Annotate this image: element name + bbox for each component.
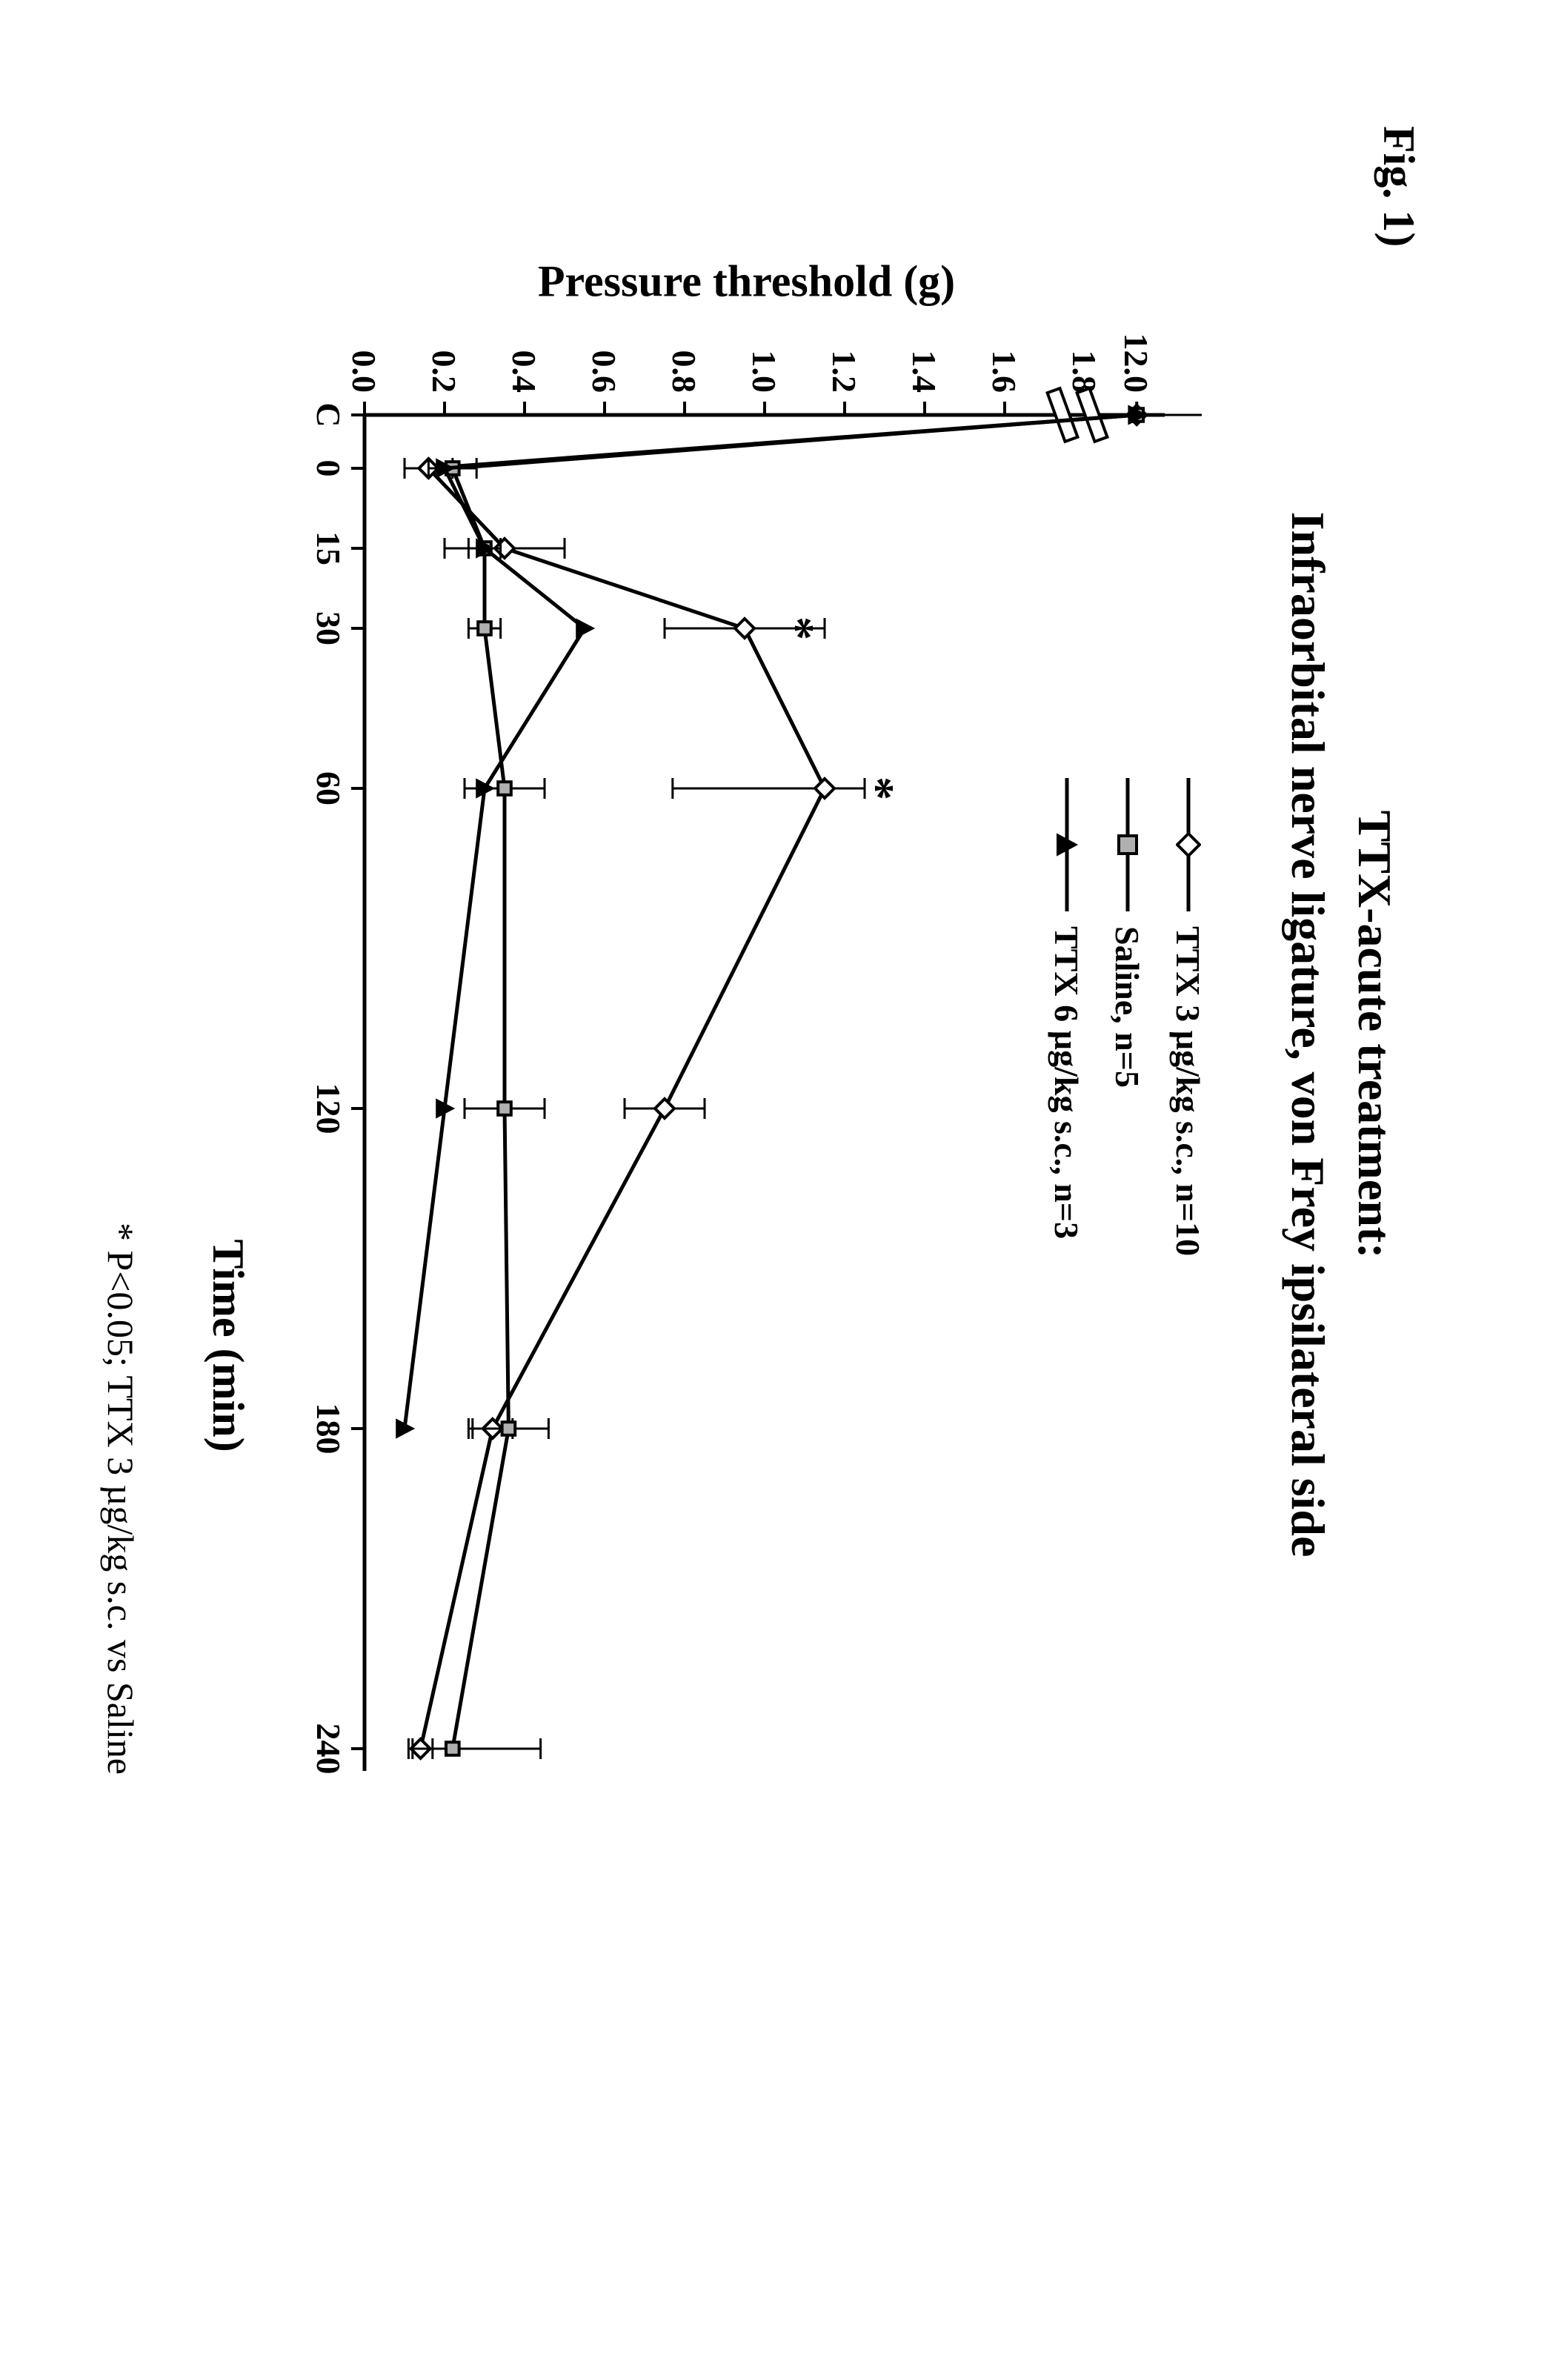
svg-text:C: C <box>313 402 347 427</box>
svg-text:0: 0 <box>313 460 347 477</box>
x-axis-label: Time (min) <box>202 311 253 2380</box>
svg-text:0.0: 0.0 <box>345 350 383 393</box>
svg-text:0.6: 0.6 <box>585 350 623 393</box>
svg-text:1.2: 1.2 <box>825 350 863 393</box>
svg-text:0.8: 0.8 <box>665 350 703 393</box>
svg-text:180: 180 <box>313 1403 347 1455</box>
svg-text:1.4: 1.4 <box>905 350 943 393</box>
svg-text:240: 240 <box>313 1723 347 1775</box>
y-axis-label: Pressure threshold (g) <box>525 256 969 308</box>
svg-text:1.0: 1.0 <box>745 350 783 393</box>
svg-text:1.8: 1.8 <box>1065 350 1103 393</box>
chart-title-line2: Infraorbital nerve ligature, von Frey ip… <box>1280 0 1335 2069</box>
svg-text:12.0: 12.0 <box>1117 333 1155 393</box>
significance-footnote: * P<0.05; TTX 3 µg/kg s.c. vs Saline <box>99 1223 142 1775</box>
svg-text:30: 30 <box>313 611 347 645</box>
svg-text:15: 15 <box>313 531 347 565</box>
chart-area: 0.0 0.2 0.4 0.6 0.8 1.0 1.2 1.4 1.6 1.8 12.0 C 0 15 30… <box>313 311 1202 1867</box>
svg-text:60: 60 <box>313 771 347 805</box>
svg-text:1.6: 1.6 <box>985 350 1023 393</box>
svg-text:0.2: 0.2 <box>425 350 463 393</box>
svg-text:*: * <box>851 777 904 800</box>
svg-text:*: * <box>771 616 824 640</box>
svg-text:0.4: 0.4 <box>505 350 543 393</box>
svg-text:120: 120 <box>313 1083 347 1134</box>
chart-svg: 0.0 0.2 0.4 0.6 0.8 1.0 1.2 1.4 1.6 1.8 12.0 C 0 15 30… <box>313 311 1202 1867</box>
chart-title-line1: TTX-acute treatment: <box>1347 0 1402 2069</box>
rotated-canvas: Fig. 1) TTX-acute treatment: Infraorbita… <box>0 0 1550 2069</box>
